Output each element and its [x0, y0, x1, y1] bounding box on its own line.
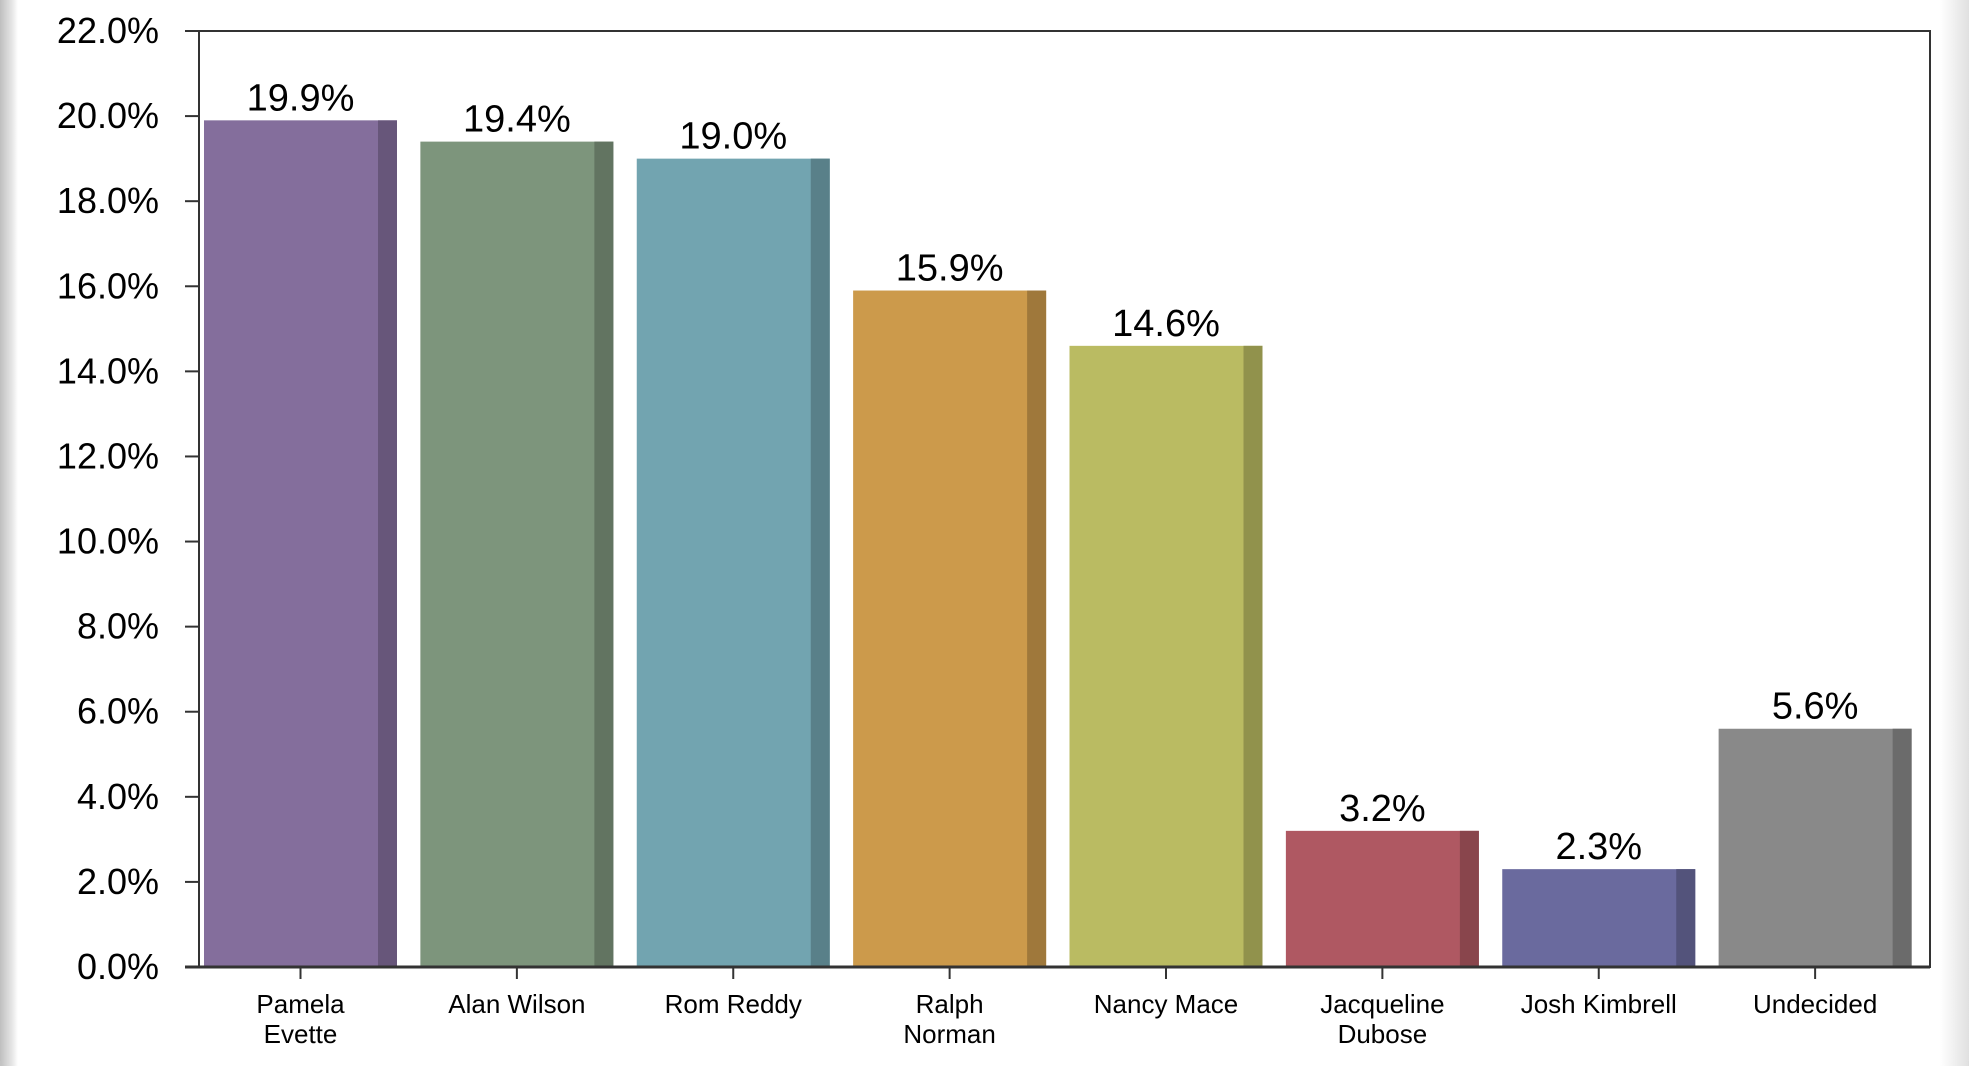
data-label: 19.9%: [247, 77, 355, 119]
data-label: 2.3%: [1555, 826, 1642, 868]
y-tick-label: 8.0%: [77, 606, 159, 647]
x-tick-label-line: Undecided: [1753, 989, 1877, 1019]
bar: [420, 141, 614, 968]
x-tick-label-line: Rom Reddy: [665, 989, 802, 1019]
x-tick-label: Rom Reddy: [665, 989, 802, 1019]
y-tick-label: 16.0%: [57, 265, 159, 306]
y-tick-label: 14.0%: [57, 350, 159, 391]
bar: [1502, 869, 1696, 967]
bar: [1285, 830, 1479, 967]
x-tick-label-line: Ralph: [916, 989, 984, 1019]
y-tick-label: 0.0%: [77, 946, 159, 987]
x-tick-label-line: Alan Wilson: [448, 989, 585, 1019]
y-tick-label: 20.0%: [57, 95, 159, 136]
bar: [1069, 345, 1263, 967]
x-tick-label: Undecided: [1753, 989, 1877, 1019]
y-tick-label: 10.0%: [57, 521, 159, 562]
x-tick-label-line: Evette: [264, 1019, 338, 1049]
x-tick-label-line: Dubose: [1338, 1019, 1428, 1049]
bar-face: [1502, 869, 1696, 967]
data-label: 3.2%: [1339, 788, 1426, 830]
y-tick-label: 6.0%: [77, 691, 159, 732]
x-tick-label: Ralph Norman: [903, 989, 995, 1049]
bar: [1718, 728, 1912, 967]
y-tick-label: 4.0%: [77, 776, 159, 817]
bar-side-shade: [810, 158, 830, 968]
x-tick-label-line: Pamela: [256, 989, 345, 1019]
data-label: 14.6%: [1112, 303, 1220, 345]
bar-face: [853, 290, 1047, 967]
bar-face: [204, 120, 397, 967]
y-tick-label: 18.0%: [57, 180, 159, 221]
bar-side-shade: [1892, 728, 1912, 967]
bar-side-shade: [1459, 830, 1479, 967]
bar-side-shade: [1676, 869, 1696, 967]
bar-face: [420, 141, 614, 968]
data-label: 19.0%: [679, 116, 787, 158]
x-tick-label: Jacqueline Dubose: [1320, 989, 1444, 1049]
x-tick-label-line: Josh Kimbrell: [1521, 989, 1677, 1019]
y-tick-label: 22.0%: [57, 10, 159, 51]
y-tick-label: 2.0%: [77, 861, 159, 902]
x-tick-label: Alan Wilson: [448, 989, 585, 1019]
bar-side-shade: [378, 120, 397, 967]
bar-face: [1718, 728, 1912, 967]
data-label: 15.9%: [896, 248, 1004, 290]
x-tick-label-line: Nancy Mace: [1094, 989, 1239, 1019]
bar-side-shade: [1027, 290, 1047, 967]
x-tick-label-line: Norman: [903, 1019, 995, 1049]
x-tick-label: Pamela Evette: [256, 989, 345, 1049]
bar: [636, 158, 830, 968]
bar-face: [1069, 345, 1263, 967]
bar: [204, 120, 397, 967]
x-tick-label-line: Jacqueline: [1320, 989, 1444, 1019]
bar-side-shade: [594, 141, 614, 968]
x-tick-label: Nancy Mace: [1094, 989, 1239, 1019]
bar-face: [636, 158, 830, 968]
data-label: 19.4%: [463, 99, 571, 141]
bar-face: [1285, 830, 1479, 967]
data-label: 5.6%: [1772, 686, 1859, 728]
bar-side-shade: [1243, 345, 1263, 967]
x-tick-label: Josh Kimbrell: [1521, 989, 1677, 1019]
y-tick-label: 12.0%: [57, 435, 159, 476]
bar: [853, 290, 1047, 967]
